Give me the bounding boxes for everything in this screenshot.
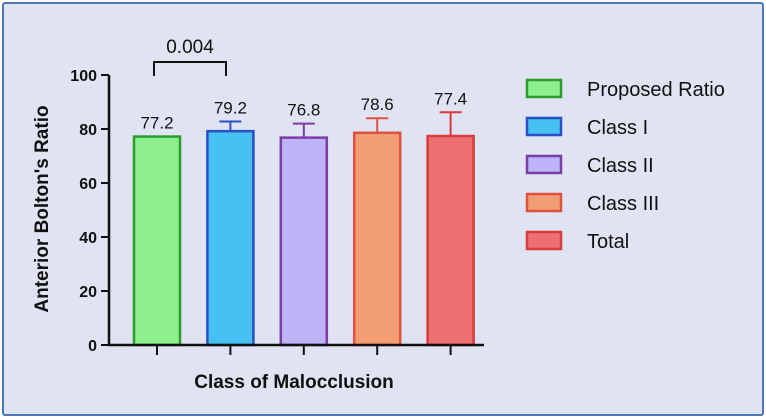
data-label: 76.8 xyxy=(287,101,320,120)
bars: 77.2 79.2 76.8 78.6 77.4 xyxy=(132,89,475,355)
y-tick-label: 60 xyxy=(79,176,97,193)
legend-label: Total xyxy=(587,231,629,253)
bar xyxy=(132,135,182,347)
y-axis: 0 20 40 60 80 100 xyxy=(70,68,109,355)
data-label: 78.6 xyxy=(361,95,394,114)
legend-label: Class III xyxy=(587,193,659,215)
data-label: 77.4 xyxy=(434,89,467,108)
legend-swatch xyxy=(525,116,563,137)
bar xyxy=(279,136,329,347)
bar-chart: Anterior Bolton's Ratio Class of Maloccl… xyxy=(32,37,725,393)
y-tick-label: 80 xyxy=(79,122,97,139)
data-label: 79.2 xyxy=(214,98,247,117)
y-tick-label: 20 xyxy=(79,284,97,301)
x-axis-title: Class of Malocclusion xyxy=(194,372,394,393)
legend-label: Proposed Ratio xyxy=(587,79,725,101)
legend-swatch xyxy=(525,192,563,213)
bar xyxy=(426,134,475,347)
legend: Proposed Ratio Class I Class II Class III To… xyxy=(525,78,725,253)
y-tick-label: 0 xyxy=(88,338,97,355)
data-label: 77.2 xyxy=(140,114,173,133)
legend-swatch xyxy=(525,154,563,175)
y-tick-label: 40 xyxy=(79,230,97,247)
y-axis-title: Anterior Bolton's Ratio xyxy=(32,105,53,312)
bar xyxy=(206,129,255,347)
legend-label: Class II xyxy=(587,155,654,177)
bar xyxy=(352,131,402,347)
legend-swatch xyxy=(525,78,563,99)
significance-bracket xyxy=(153,61,227,76)
legend-swatch xyxy=(525,230,563,251)
y-tick-label: 100 xyxy=(70,68,97,85)
axes xyxy=(107,75,484,347)
legend-label: Class I xyxy=(587,117,648,139)
significance-label: 0.004 xyxy=(166,37,214,58)
